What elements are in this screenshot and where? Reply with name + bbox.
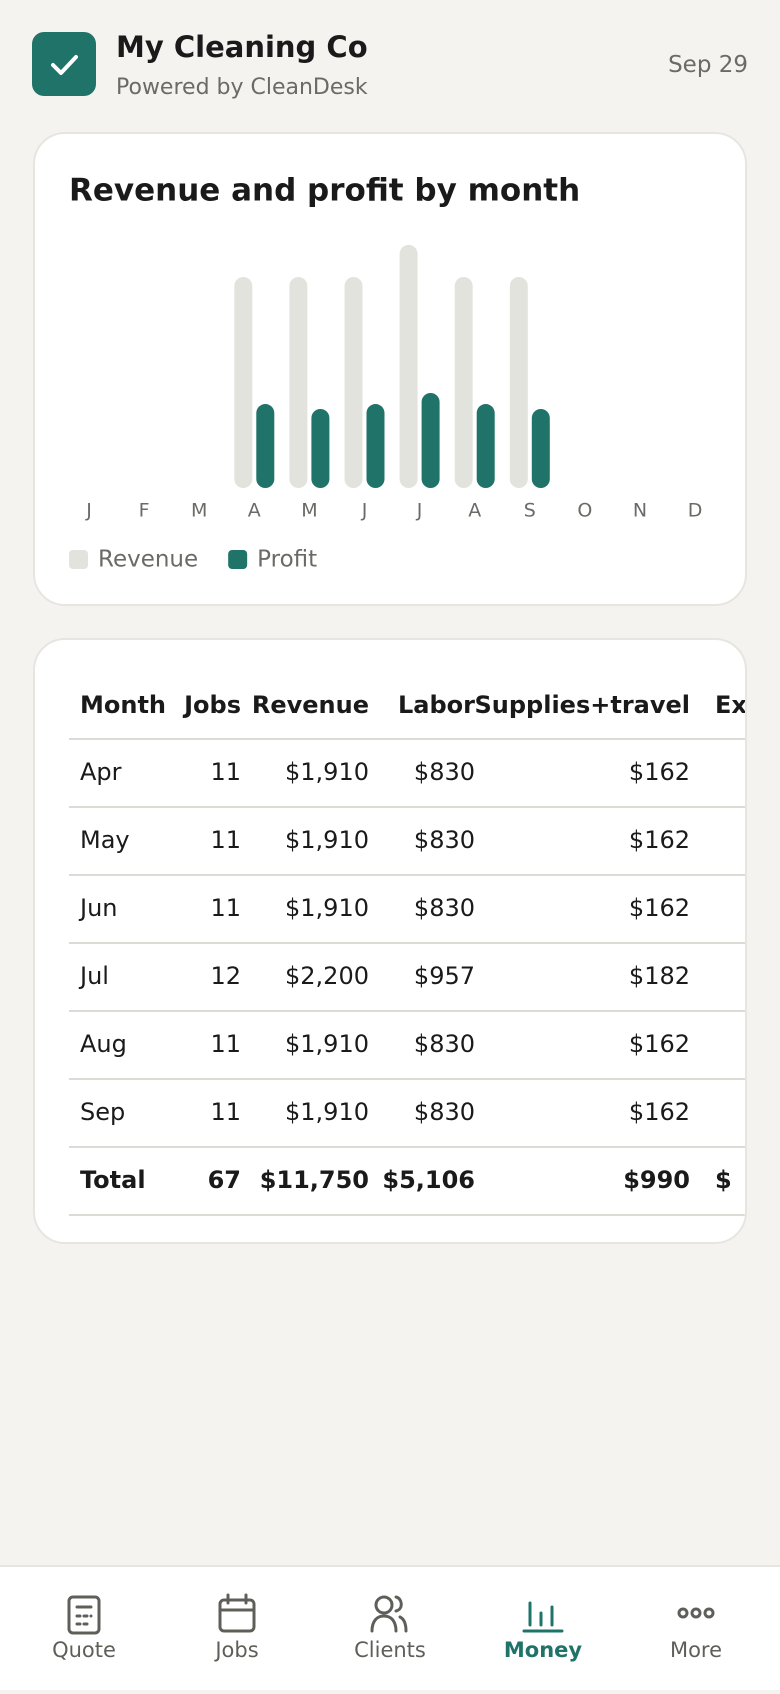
table-cell: $162 xyxy=(629,1098,690,1126)
table-cell: Labor xyxy=(398,691,475,719)
x-tick-label: J xyxy=(85,500,92,522)
table-cell: 11 xyxy=(210,894,241,922)
x-tick-label: N xyxy=(633,500,647,522)
quote-icon xyxy=(67,1595,101,1635)
nav-label[interactable]: More xyxy=(670,1638,722,1662)
bar xyxy=(311,408,330,488)
date: Sep 29 xyxy=(668,52,748,78)
table-cell: $11,750 xyxy=(260,1166,369,1194)
table-cell: $162 xyxy=(629,758,690,786)
clients-icon xyxy=(370,1595,408,1633)
table-cell: $1,910 xyxy=(285,826,369,854)
table-cell: 11 xyxy=(210,1030,241,1058)
table-cell: $830 xyxy=(414,1030,475,1058)
legend-label: Revenue xyxy=(98,547,198,573)
x-tick-label: M xyxy=(191,500,207,522)
table-cell: Revenue xyxy=(252,691,369,719)
table-cell: Jun xyxy=(78,894,118,922)
table-cell: Total xyxy=(80,1166,146,1194)
x-tick-label: S xyxy=(524,500,536,522)
x-tick-label: F xyxy=(139,500,150,522)
table-cell: $5,106 xyxy=(382,1166,475,1194)
bar xyxy=(531,408,550,488)
chart: Revenue and profit by month J F M A M J J A S O N D… xyxy=(69,173,703,573)
table-cell: $ xyxy=(715,1166,732,1194)
x-tick-label: J xyxy=(416,500,423,522)
table-cell: Sep xyxy=(80,1098,125,1126)
chart-title: Revenue and profit by month xyxy=(69,173,580,209)
bar xyxy=(289,276,308,488)
table-cell: 11 xyxy=(210,758,241,786)
x-tick-label: A xyxy=(248,500,261,522)
bar xyxy=(509,276,528,488)
nav-label[interactable]: Clients xyxy=(354,1638,426,1662)
logo xyxy=(32,32,96,96)
x-tick-label: M xyxy=(301,500,317,522)
bar xyxy=(476,404,495,488)
logo-check xyxy=(51,55,78,75)
table-cell: Exp xyxy=(715,691,747,719)
x-tick-label: O xyxy=(577,500,592,522)
bottom-nav: Quote Jobs Clients Money More xyxy=(0,1565,780,1690)
x-tick-label: A xyxy=(468,500,481,522)
nav-label[interactable]: Quote xyxy=(52,1638,116,1662)
table-cell: $162 xyxy=(629,826,690,854)
bar xyxy=(344,276,363,488)
legend-swatch xyxy=(228,550,248,569)
table-cell: $830 xyxy=(414,1098,475,1126)
table-cell: May xyxy=(80,826,130,854)
nav-label[interactable]: Money xyxy=(504,1638,583,1662)
table-cell: 11 xyxy=(210,826,241,854)
table-cell: 12 xyxy=(210,962,241,990)
x-tick-label: J xyxy=(361,500,368,522)
table-cell: $830 xyxy=(414,826,475,854)
app-title: My Cleaning Co xyxy=(116,30,368,64)
chart-card: Revenue and profit by month J F M A M J J A S O N D… xyxy=(33,132,747,606)
legend-label: Profit xyxy=(257,547,317,573)
nav-label[interactable]: Jobs xyxy=(213,1638,258,1662)
table-cell: $1,910 xyxy=(285,1030,369,1058)
bar xyxy=(256,404,275,488)
app-subtitle: Powered by CleanDesk xyxy=(116,75,368,100)
table-cell: Jobs xyxy=(182,691,241,719)
table-cell: 11 xyxy=(210,1098,241,1126)
table-cell: $162 xyxy=(629,1030,690,1058)
jobs-icon xyxy=(218,1593,256,1633)
table-cell: $990 xyxy=(623,1166,690,1194)
legend-swatch xyxy=(69,550,88,569)
table-cell: $1,910 xyxy=(285,894,369,922)
table-cell: $1,910 xyxy=(285,758,369,786)
nav-bar: Quote Jobs Clients Money More xyxy=(52,1593,722,1662)
table-cell: $830 xyxy=(414,758,475,786)
x-tick-label: D xyxy=(688,500,703,522)
bar xyxy=(234,276,253,488)
table-cell: $957 xyxy=(414,962,475,990)
table-cell: Supplies+travel xyxy=(474,691,690,719)
table-cell: $182 xyxy=(629,962,690,990)
table-cell: $1,910 xyxy=(285,1098,369,1126)
table-cell: Month xyxy=(80,691,166,719)
bar xyxy=(421,392,440,488)
table-cell: $830 xyxy=(414,894,475,922)
table-cell: 67 xyxy=(208,1166,241,1194)
money-icon xyxy=(522,1601,564,1633)
table-cell: Aug xyxy=(80,1030,127,1058)
table-cell: $162 xyxy=(629,894,690,922)
bar xyxy=(399,244,418,488)
table-cell: Apr xyxy=(80,758,122,786)
table-cell: $2,200 xyxy=(285,962,369,990)
bar xyxy=(454,276,473,488)
table-cell: Jul xyxy=(78,962,109,990)
more-icon xyxy=(677,1607,715,1619)
bar xyxy=(366,404,385,488)
